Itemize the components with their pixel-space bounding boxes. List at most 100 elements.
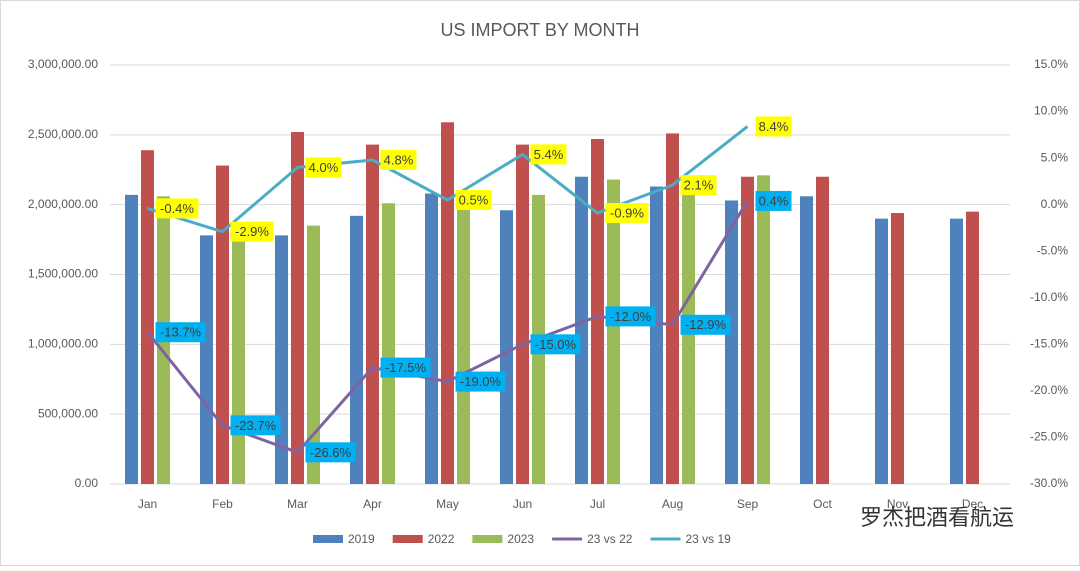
data-label: 8.4% [759, 119, 789, 134]
bar [516, 144, 529, 485]
x-tick-label: Jun [513, 497, 532, 511]
legend-swatch [313, 535, 343, 543]
y-tick-label: 1,000,000.00 [28, 337, 98, 351]
data-label-bg [755, 190, 792, 211]
y2-tick-label: 0.0% [1041, 197, 1069, 211]
data-label: -13.7% [160, 325, 202, 340]
x-tick-label: Jul [590, 497, 605, 511]
legend-swatch [392, 535, 423, 543]
data-label: 4.8% [384, 152, 414, 167]
y-tick-label: 1,500,000.00 [28, 267, 98, 281]
x-tick-label: Nov [887, 497, 908, 511]
x-tick-label: Mar [287, 497, 308, 511]
y-tick-label: 2,000,000.00 [28, 197, 98, 211]
bar [891, 213, 904, 484]
x-tick-label: Jan [138, 497, 157, 511]
bar [607, 179, 620, 484]
data-label-bg [605, 203, 649, 224]
y2-tick-label: -10.0% [1030, 290, 1068, 304]
y2-tick-label: -20.0% [1030, 383, 1068, 397]
x-tick-label: Aug [662, 497, 683, 511]
bar [757, 175, 770, 484]
bar [425, 193, 438, 484]
data-label-bg [305, 442, 356, 463]
y2-tick-label: 5.0% [1041, 150, 1069, 164]
data-label-bg [380, 149, 417, 170]
bar [800, 196, 813, 484]
data-label-bg [530, 334, 581, 355]
data-label: 2.1% [684, 178, 714, 193]
data-label-bg [155, 322, 206, 343]
y-tick-label: 500,000.00 [38, 406, 98, 420]
y2-tick-label: 10.0% [1034, 104, 1068, 118]
legend-label: 2023 [507, 532, 534, 546]
data-label-bg [455, 371, 506, 392]
data-label: 4.0% [309, 160, 339, 175]
bar [200, 235, 213, 484]
y2-tick-label: -15.0% [1030, 337, 1068, 351]
data-label: -2.9% [235, 224, 269, 239]
legend-label: 23 vs 19 [685, 532, 731, 546]
bar [741, 176, 754, 484]
line-series [147, 125, 749, 234]
bar [591, 139, 604, 485]
bar [350, 215, 363, 484]
bar [500, 210, 513, 484]
y2-tick-label: -5.0% [1037, 243, 1069, 257]
bar [366, 144, 379, 485]
x-tick-label: Feb [212, 497, 233, 511]
data-label-bg [455, 190, 492, 211]
bar [966, 211, 979, 484]
bar [125, 194, 138, 484]
y2-tick-label: -25.0% [1030, 430, 1068, 444]
x-tick-label: Oct [813, 497, 832, 511]
bar [575, 176, 588, 484]
data-label-bg [230, 415, 281, 436]
data-label: -17.5% [385, 360, 427, 375]
x-tick-label: Sep [737, 497, 759, 511]
bar [291, 132, 304, 485]
legend-swatch [472, 535, 503, 543]
bar [650, 186, 663, 484]
chart-title: US IMPORT BY MONTH [440, 20, 639, 40]
data-label-bg [680, 175, 717, 196]
legend-label: 2019 [348, 532, 375, 546]
watermark: 罗杰把酒看航运 [860, 505, 1014, 530]
data-label-bg [755, 116, 792, 137]
bar [216, 165, 229, 484]
data-label-bg [680, 314, 731, 335]
x-tick-label: Dec [962, 497, 983, 511]
legend-label: 2022 [428, 532, 455, 546]
y2-tick-label: 15.0% [1034, 57, 1068, 71]
data-label: -12.9% [685, 317, 727, 332]
y2-tick-label: -30.0% [1030, 476, 1068, 490]
bar [875, 218, 888, 484]
bar [950, 218, 963, 484]
data-label-bg [305, 157, 342, 178]
data-label-bg [380, 357, 431, 378]
data-label: 0.4% [759, 193, 789, 208]
data-label: -12.0% [610, 309, 652, 324]
bar [307, 225, 320, 484]
bar [382, 203, 395, 484]
bar [816, 176, 829, 484]
data-label: -0.4% [160, 201, 194, 216]
bar [441, 122, 454, 484]
data-label: 0.5% [459, 192, 489, 207]
data-label: -0.9% [610, 205, 644, 220]
y-tick-label: 2,500,000.00 [28, 127, 98, 141]
y-tick-label: 0.00 [75, 476, 99, 490]
bar [232, 240, 245, 484]
bar [725, 200, 738, 484]
data-label: -15.0% [535, 337, 577, 352]
data-label-bg [230, 221, 274, 242]
data-label: -26.6% [310, 445, 352, 460]
x-tick-label: Apr [363, 497, 382, 511]
data-label: 5.4% [534, 147, 564, 162]
x-tick-label: May [436, 497, 459, 511]
data-label-bg [155, 198, 199, 219]
data-label: -23.7% [235, 418, 277, 433]
bar [666, 133, 679, 485]
legend-label: 23 vs 22 [587, 532, 633, 546]
